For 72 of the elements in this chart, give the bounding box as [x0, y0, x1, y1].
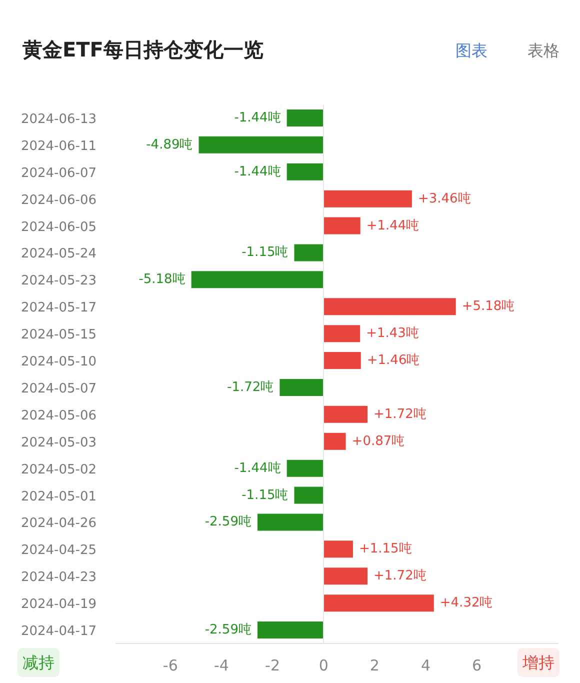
- y-tick-label: 2024-04-26: [20, 516, 97, 532]
- bar: [324, 406, 368, 423]
- bar: [324, 568, 368, 585]
- x-tick-label: -4: [214, 656, 229, 674]
- text: 表格: [528, 41, 560, 60]
- bar: [324, 217, 360, 234]
- bar: [324, 298, 456, 316]
- chart-title: 黄金ETF每日持仓变化一览: [22, 38, 264, 62]
- bar: [280, 378, 324, 396]
- data-label: +3.46吨: [418, 191, 471, 206]
- y-tick-label: 2024-04-25: [20, 543, 97, 558]
- data-label: -1.15吨: [242, 245, 288, 260]
- bar: [324, 594, 434, 612]
- data-label: +0.87吨: [352, 434, 405, 449]
- y-tick-label: 2024-06-11: [20, 138, 97, 154]
- bar: [257, 514, 324, 531]
- y-tick-label: 2024-04-17: [20, 624, 97, 640]
- bar: [294, 244, 324, 262]
- bar: [191, 271, 324, 288]
- y-tick-label: 2024-05-02: [20, 462, 97, 478]
- x-tick-label: 6: [472, 656, 482, 674]
- y-tick-label: 2024-05-10: [20, 354, 97, 370]
- data-label: +5.18吨: [462, 299, 515, 314]
- data-label: +1.15吨: [358, 542, 412, 557]
- data-label: -1.44吨: [234, 460, 281, 476]
- bar: [286, 109, 324, 126]
- data-label: -5.18吨: [138, 272, 186, 288]
- y-tick-label: 2024-05-24: [20, 246, 97, 262]
- text: 图表: [456, 41, 488, 60]
- x-tick-label: -6: [162, 656, 178, 674]
- text: 减持: [22, 653, 54, 672]
- data-label: -2.59吨: [204, 622, 252, 638]
- y-tick-label: 2024-05-06: [20, 408, 97, 424]
- y-tick-label: 2024-05-15: [20, 328, 97, 343]
- y-tick-label: 2024-06-05: [20, 220, 97, 235]
- data-label: -1.44吨: [234, 164, 281, 180]
- y-tick-label: 2024-05-23: [20, 274, 97, 289]
- y-tick-label: 2024-04-19: [20, 597, 97, 612]
- data-label: +1.46吨: [366, 353, 420, 368]
- data-label: +1.43吨: [366, 326, 419, 342]
- text: 增持: [522, 653, 554, 672]
- y-tick-label: 2024-06-13: [20, 112, 97, 127]
- bar: [324, 352, 361, 370]
- data-label: +1.72吨: [374, 568, 426, 584]
- bar: [324, 190, 412, 208]
- bar: [294, 486, 324, 504]
- data-label: -2.59吨: [204, 514, 252, 530]
- data-label: -1.15吨: [242, 488, 288, 503]
- data-label: +1.72吨: [374, 406, 426, 422]
- y-tick-label: 2024-05-07: [20, 381, 97, 396]
- bar: [324, 432, 346, 450]
- data-label: -1.72吨: [227, 380, 274, 395]
- x-tick-label: 0: [318, 656, 328, 674]
- bar: [198, 136, 324, 154]
- bar: [257, 622, 324, 639]
- x-tick-label: 2: [370, 656, 380, 674]
- x-tick-label: 4: [420, 656, 431, 674]
- data-label: -4.89吨: [146, 137, 193, 152]
- y-tick-label: 2024-05-17: [20, 300, 97, 316]
- data-label: -1.44吨: [234, 110, 281, 126]
- bar: [286, 163, 324, 180]
- y-tick-label: 2024-05-03: [20, 435, 97, 450]
- y-tick-label: 2024-06-06: [20, 192, 97, 208]
- y-tick-label: 2024-05-01: [20, 489, 97, 504]
- x-tick-label: -2: [265, 656, 280, 674]
- y-tick-label: 2024-06-07: [20, 166, 97, 181]
- data-label: +4.32吨: [440, 596, 493, 611]
- data-label: +1.44吨: [366, 218, 420, 234]
- bar: [324, 540, 353, 558]
- bar: [286, 460, 324, 477]
- bar: [324, 325, 360, 342]
- y-tick-label: 2024-04-23: [20, 570, 97, 586]
